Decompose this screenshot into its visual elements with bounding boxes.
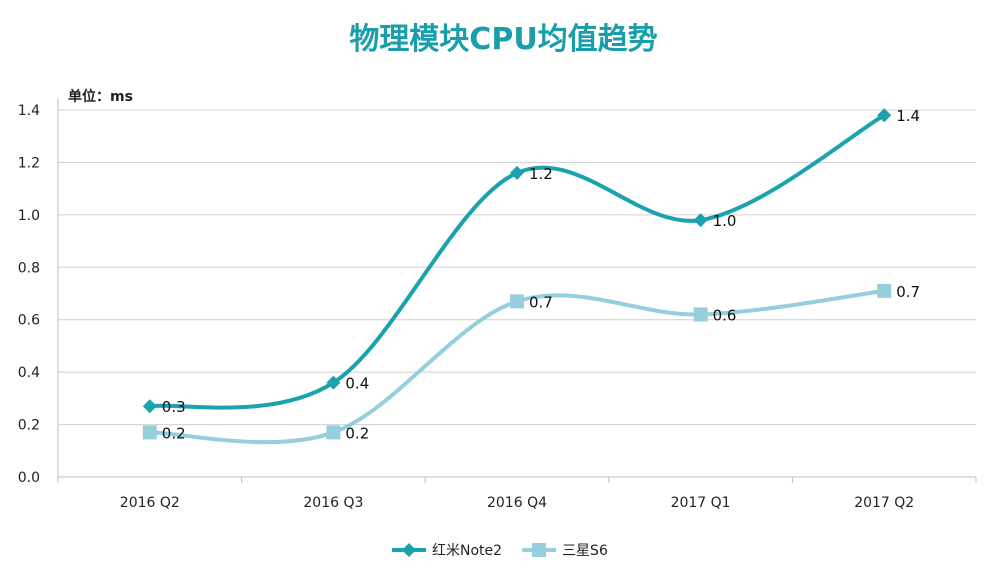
series-1-data-label: 1.2 (529, 165, 553, 183)
y-tick-label: 0.0 (18, 470, 40, 486)
series-1-data-label: 0.4 (345, 375, 369, 393)
x-tick-label: 2017 Q2 (854, 495, 914, 511)
y-tick-label: 1.0 (18, 208, 40, 224)
series-1-line (147, 113, 887, 410)
y-tick-label: 0.4 (18, 365, 40, 381)
series-1-point (693, 213, 708, 228)
legend-series-1-label: 红米Note2 (432, 543, 502, 559)
x-tick-label: 2016 Q4 (487, 495, 547, 511)
x-tick-label: 2016 Q3 (303, 495, 363, 511)
y-tick-label: 1.4 (18, 103, 40, 119)
series-2-point (510, 294, 524, 309)
series-1-point (142, 399, 157, 414)
series-1-point (326, 375, 341, 390)
unit-label: 单位：ms (68, 89, 133, 105)
series-1-data-label: 1.4 (896, 107, 920, 125)
legend-series-1-marker (402, 543, 416, 557)
series-2-point (693, 307, 708, 322)
legend-series-2-label: 三星S6 (562, 543, 608, 559)
series-markers (142, 108, 892, 440)
y-tick-label: 1.2 (18, 155, 40, 171)
y-tick-label: 0.8 (18, 260, 40, 276)
y-tick-label: 0.6 (18, 313, 40, 329)
gridlines (58, 109, 976, 426)
series-2-point (877, 283, 892, 298)
x-tick-label: 2016 Q2 (120, 495, 180, 511)
series-2-point (142, 425, 157, 440)
series-2-data-label: 0.7 (529, 293, 553, 311)
x-tick-label: 2017 Q1 (671, 495, 731, 511)
legend-series-2-marker (532, 543, 547, 557)
data-labels: 0.3 0.4 1.2 1.0 1.4 0.2 0.2 0.7 0.6 0.7 (162, 107, 920, 442)
series-2-data-label: 0.2 (162, 424, 186, 442)
series-2-data-label: 0.2 (345, 424, 369, 442)
y-tick-label: 0.2 (18, 418, 40, 434)
series-lines (147, 113, 887, 445)
series-1-data-label: 0.3 (162, 398, 186, 416)
x-tick-labels: 2016 Q2 2016 Q3 2016 Q4 2017 Q1 2017 Q2 (120, 495, 914, 511)
series-1-data-label: 1.0 (713, 212, 737, 230)
series-2-line (147, 288, 887, 445)
series-2-data-label: 0.7 (896, 283, 920, 301)
series-2-data-label: 0.6 (713, 306, 737, 324)
y-tick-labels: 0.0 0.2 0.4 0.6 0.8 1.0 1.2 1.4 (18, 103, 40, 486)
series-2-point (326, 425, 341, 440)
series-1-point (877, 108, 892, 123)
legend: 红米Note2 三星S6 (392, 543, 608, 559)
series-1-point (510, 165, 524, 180)
chart-title: 物理模块CPU均值趋势 (349, 22, 658, 57)
axes (57, 98, 977, 483)
